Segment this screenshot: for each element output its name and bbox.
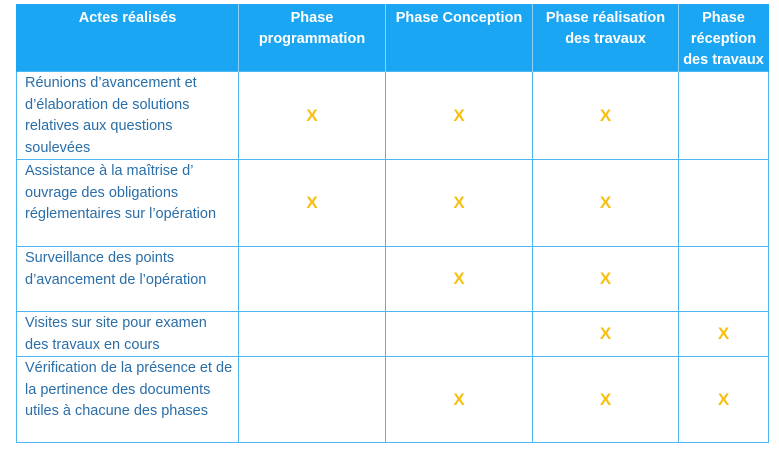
phase-mark: X bbox=[532, 356, 679, 443]
phase-mark: X bbox=[532, 246, 679, 312]
phase-mark: X bbox=[678, 311, 769, 357]
header-reception: Phase réception des travaux bbox=[678, 4, 769, 72]
table-body: Réunions d’avancement et d’élaboration d… bbox=[16, 71, 769, 443]
header-row: Actes réalisés Phase programmation Phase… bbox=[16, 4, 769, 72]
phase-mark: X bbox=[532, 71, 679, 160]
phase-mark: X bbox=[532, 159, 679, 247]
act-cell: Surveillance des points d’avancement de … bbox=[16, 246, 239, 312]
table-row: Vérification de la présence et de la per… bbox=[16, 356, 769, 443]
act-cell: Visites sur site pour examen des travaux… bbox=[16, 311, 239, 357]
header-actes: Actes réalisés bbox=[16, 4, 239, 72]
phase-mark: X bbox=[385, 246, 533, 312]
header-realisation: Phase réalisation des travaux bbox=[532, 4, 679, 72]
phase-mark: X bbox=[238, 71, 386, 160]
phase-mark bbox=[678, 159, 769, 247]
act-cell: Assistance à la maîtrise d’ ouvrage des … bbox=[16, 159, 239, 247]
phase-mark: X bbox=[385, 356, 533, 443]
table-row: Assistance à la maîtrise d’ ouvrage des … bbox=[16, 159, 769, 247]
phase-mark: X bbox=[238, 159, 386, 247]
act-cell: Réunions d’avancement et d’élaboration d… bbox=[16, 71, 239, 160]
table-header: Actes réalisés Phase programmation Phase… bbox=[16, 4, 769, 72]
phase-mark: X bbox=[678, 356, 769, 443]
phase-mark bbox=[385, 311, 533, 357]
act-cell: Vérification de la présence et de la per… bbox=[16, 356, 239, 443]
phase-mark bbox=[678, 246, 769, 312]
phase-mark: X bbox=[385, 159, 533, 247]
phase-mark: X bbox=[385, 71, 533, 160]
header-programmation: Phase programmation bbox=[238, 4, 386, 72]
phase-mark bbox=[238, 311, 386, 357]
phase-mark bbox=[238, 246, 386, 312]
phase-mark bbox=[238, 356, 386, 443]
phase-mark bbox=[678, 71, 769, 160]
phase-mark: X bbox=[532, 311, 679, 357]
phases-table: Actes réalisés Phase programmation Phase… bbox=[16, 4, 769, 443]
table-row: Surveillance des points d’avancement de … bbox=[16, 246, 769, 312]
header-conception: Phase Conception bbox=[385, 4, 533, 72]
table-row: Visites sur site pour examen des travaux… bbox=[16, 311, 769, 357]
table-row: Réunions d’avancement et d’élaboration d… bbox=[16, 71, 769, 160]
